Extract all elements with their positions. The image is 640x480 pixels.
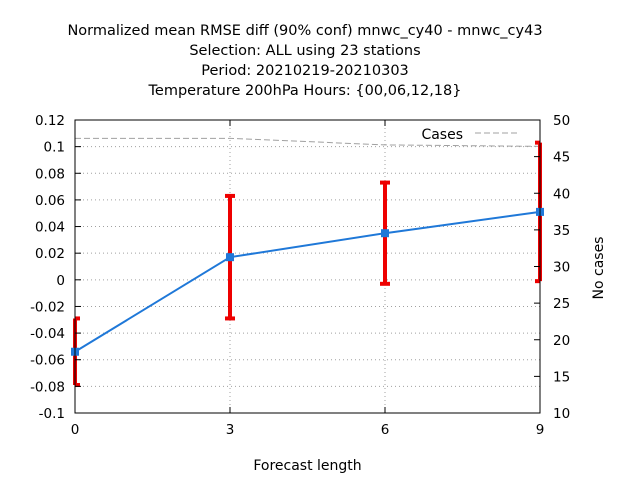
legend: Cases	[421, 127, 520, 143]
y2-tick-label: 35	[553, 223, 570, 239]
mean-point	[226, 253, 234, 262]
title-line-1: Normalized mean RMSE diff (90% conf) mnw…	[67, 23, 542, 39]
y2-tick-label: 40	[553, 186, 570, 202]
y-axis-ticks: -0.1 -0.08 -0.06 -0.04 -0.02 0 0.02 0.04 0.06 0.0…	[30, 113, 81, 422]
y2-tick-label: 30	[553, 260, 570, 276]
legend-label-cases: Cases	[421, 127, 463, 143]
y-tick-label: -0.04	[30, 326, 65, 342]
title-line-2: Selection: ALL using 23 stations	[189, 43, 420, 59]
y-tick-label: -0.1	[39, 406, 65, 422]
x-tick-label: 9	[536, 422, 545, 438]
y2-axis-label: No cases	[591, 237, 607, 300]
grid	[75, 120, 540, 413]
y-tick-label: 0.04	[35, 220, 65, 236]
y2-tick-label: 10	[553, 406, 570, 422]
mean-line	[74, 210, 541, 353]
y-tick-label: 0.1	[44, 140, 65, 156]
y2-tick-label: 20	[553, 333, 570, 349]
mean-point	[381, 229, 389, 238]
y-tick-label: 0	[56, 273, 65, 289]
chart-title: Normalized mean RMSE diff (90% conf) mnw…	[67, 23, 542, 99]
y2-tick-label: 45	[553, 150, 570, 166]
y-tick-label: -0.06	[30, 353, 65, 369]
y2-tick-label: 50	[553, 113, 570, 129]
title-line-4: Temperature 200hPa Hours: {00,06,12,18}	[148, 83, 462, 99]
y2-axis-ticks: 10 15 20 25 30 35 40 45 50	[534, 113, 570, 422]
x-axis-ticks: 0 3 6 9	[71, 120, 545, 438]
error-bars	[73, 140, 542, 388]
title-line-3: Period: 20210219-20210303	[201, 63, 409, 79]
y2-tick-label: 25	[553, 296, 570, 312]
cases-series	[75, 137, 541, 147]
x-axis-label: Forecast length	[253, 458, 361, 474]
y2-tick-label: 15	[553, 369, 570, 385]
cases-line	[75, 137, 541, 147]
y-tick-label: 0.12	[35, 113, 65, 129]
x-tick-label: 6	[381, 422, 390, 438]
y-tick-label: 0.06	[35, 193, 65, 209]
x-tick-label: 3	[226, 422, 235, 438]
y-tick-label: -0.02	[30, 299, 65, 315]
y-tick-label: 0.02	[35, 246, 65, 262]
y-tick-label: 0.08	[35, 166, 65, 182]
x-tick-label: 0	[71, 422, 80, 438]
y-tick-label: -0.08	[30, 379, 65, 395]
plot-frame	[74, 119, 541, 414]
